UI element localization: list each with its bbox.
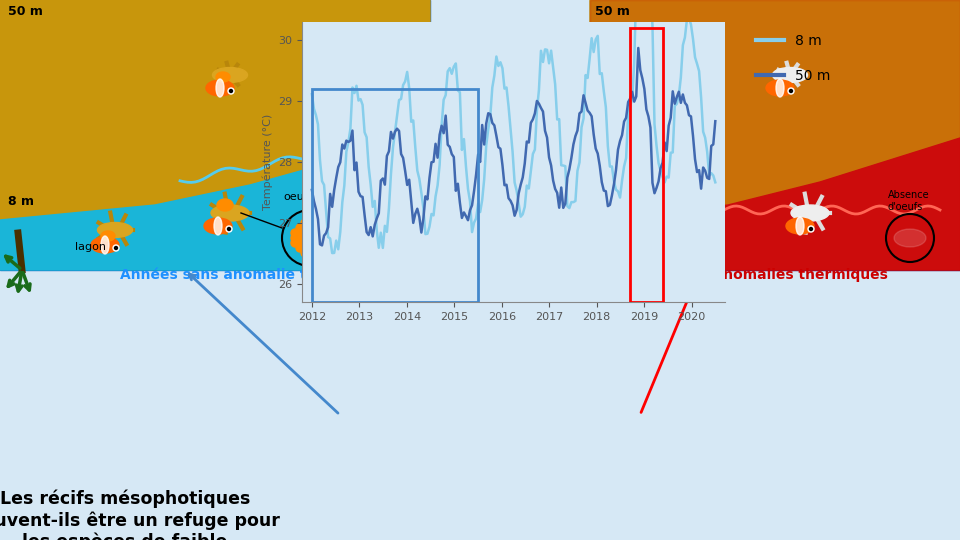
Circle shape	[311, 239, 319, 247]
Circle shape	[316, 229, 324, 237]
Circle shape	[316, 224, 324, 232]
Circle shape	[228, 227, 230, 231]
Ellipse shape	[206, 80, 234, 96]
Circle shape	[228, 88, 234, 94]
Circle shape	[809, 227, 812, 231]
Circle shape	[311, 244, 319, 252]
Ellipse shape	[894, 229, 926, 247]
Text: lagon: lagon	[650, 242, 681, 252]
Circle shape	[296, 234, 304, 242]
Ellipse shape	[683, 222, 717, 238]
Circle shape	[321, 234, 329, 242]
Text: oeufs: oeufs	[283, 192, 314, 202]
Text: Les récifs mésophotiques
peuvent-ils être un refuge pour
les espèces de faible
p: Les récifs mésophotiques peuvent-ils êtr…	[0, 490, 280, 540]
Ellipse shape	[786, 218, 814, 234]
Ellipse shape	[686, 236, 694, 254]
Ellipse shape	[796, 217, 804, 235]
Circle shape	[321, 229, 329, 237]
Bar	[590, 0, 960, 270]
Circle shape	[788, 88, 794, 94]
Circle shape	[229, 90, 232, 92]
Bar	[312, 89, 478, 302]
Polygon shape	[590, 138, 960, 270]
FancyBboxPatch shape	[490, 115, 661, 296]
Circle shape	[306, 244, 314, 252]
Circle shape	[306, 249, 314, 257]
Text: 8 m: 8 m	[8, 195, 34, 208]
Circle shape	[306, 219, 314, 227]
Circle shape	[306, 234, 314, 242]
Circle shape	[316, 234, 324, 242]
Circle shape	[311, 224, 319, 232]
Ellipse shape	[214, 217, 222, 235]
Ellipse shape	[216, 72, 230, 82]
Text: Absence
d'oeufs: Absence d'oeufs	[888, 191, 929, 212]
Circle shape	[306, 224, 314, 232]
Text: Populations de
poissons-clowns
en bonne santé
avec
reproduction
active: Populations de poissons-clowns en bonne …	[361, 161, 475, 249]
Polygon shape	[0, 0, 430, 220]
Circle shape	[306, 229, 314, 237]
Ellipse shape	[101, 231, 115, 241]
Circle shape	[226, 226, 232, 232]
Circle shape	[311, 234, 319, 242]
Circle shape	[311, 229, 319, 237]
Circle shape	[301, 219, 309, 227]
Circle shape	[296, 244, 304, 252]
Circle shape	[296, 229, 304, 237]
FancyBboxPatch shape	[342, 115, 493, 296]
Circle shape	[113, 245, 119, 251]
Circle shape	[301, 224, 309, 232]
Polygon shape	[590, 0, 960, 220]
Circle shape	[291, 239, 299, 247]
Legend: 8 m, 50 m: 8 m, 50 m	[751, 29, 836, 89]
Bar	[0, 0, 430, 270]
Circle shape	[700, 246, 703, 249]
Ellipse shape	[211, 205, 249, 221]
Bar	[630, 28, 663, 302]
Circle shape	[301, 249, 309, 257]
Circle shape	[316, 244, 324, 252]
Circle shape	[698, 245, 704, 251]
Ellipse shape	[216, 79, 224, 97]
Text: 8 m: 8 m	[595, 195, 621, 208]
Text: lagon: lagon	[75, 242, 106, 252]
Text: Années sans anomalie thermique: Années sans anomalie thermique	[120, 268, 381, 282]
Ellipse shape	[91, 237, 119, 253]
Circle shape	[321, 239, 329, 247]
Circle shape	[301, 244, 309, 252]
Polygon shape	[0, 135, 430, 270]
Y-axis label: Température (°C): Température (°C)	[262, 114, 273, 210]
Bar	[590, 0, 960, 270]
Ellipse shape	[212, 68, 248, 83]
Circle shape	[296, 224, 304, 232]
Ellipse shape	[791, 205, 829, 221]
Circle shape	[291, 234, 299, 242]
Circle shape	[291, 229, 299, 237]
Text: 50 m: 50 m	[8, 5, 43, 18]
Circle shape	[808, 226, 814, 232]
Ellipse shape	[98, 222, 132, 238]
Circle shape	[789, 90, 793, 92]
Circle shape	[301, 234, 309, 242]
Ellipse shape	[766, 80, 794, 96]
Text: Années avec anomalies thermiques: Années avec anomalies thermiques	[610, 268, 888, 282]
Ellipse shape	[101, 236, 109, 254]
Text: 50 m: 50 m	[595, 5, 630, 18]
Circle shape	[311, 219, 319, 227]
Circle shape	[301, 239, 309, 247]
Circle shape	[306, 239, 314, 247]
Circle shape	[316, 239, 324, 247]
Ellipse shape	[773, 68, 807, 83]
Circle shape	[301, 229, 309, 237]
Ellipse shape	[676, 237, 704, 253]
Ellipse shape	[776, 79, 784, 97]
Circle shape	[114, 246, 117, 249]
Ellipse shape	[204, 218, 232, 234]
Text: Elévation de la
temperature et
blanchissement des
anemones en zone
mésophotique : Elévation de la temperature et blanchiss…	[487, 161, 662, 249]
Circle shape	[311, 249, 319, 257]
Circle shape	[296, 239, 304, 247]
Ellipse shape	[217, 199, 233, 211]
